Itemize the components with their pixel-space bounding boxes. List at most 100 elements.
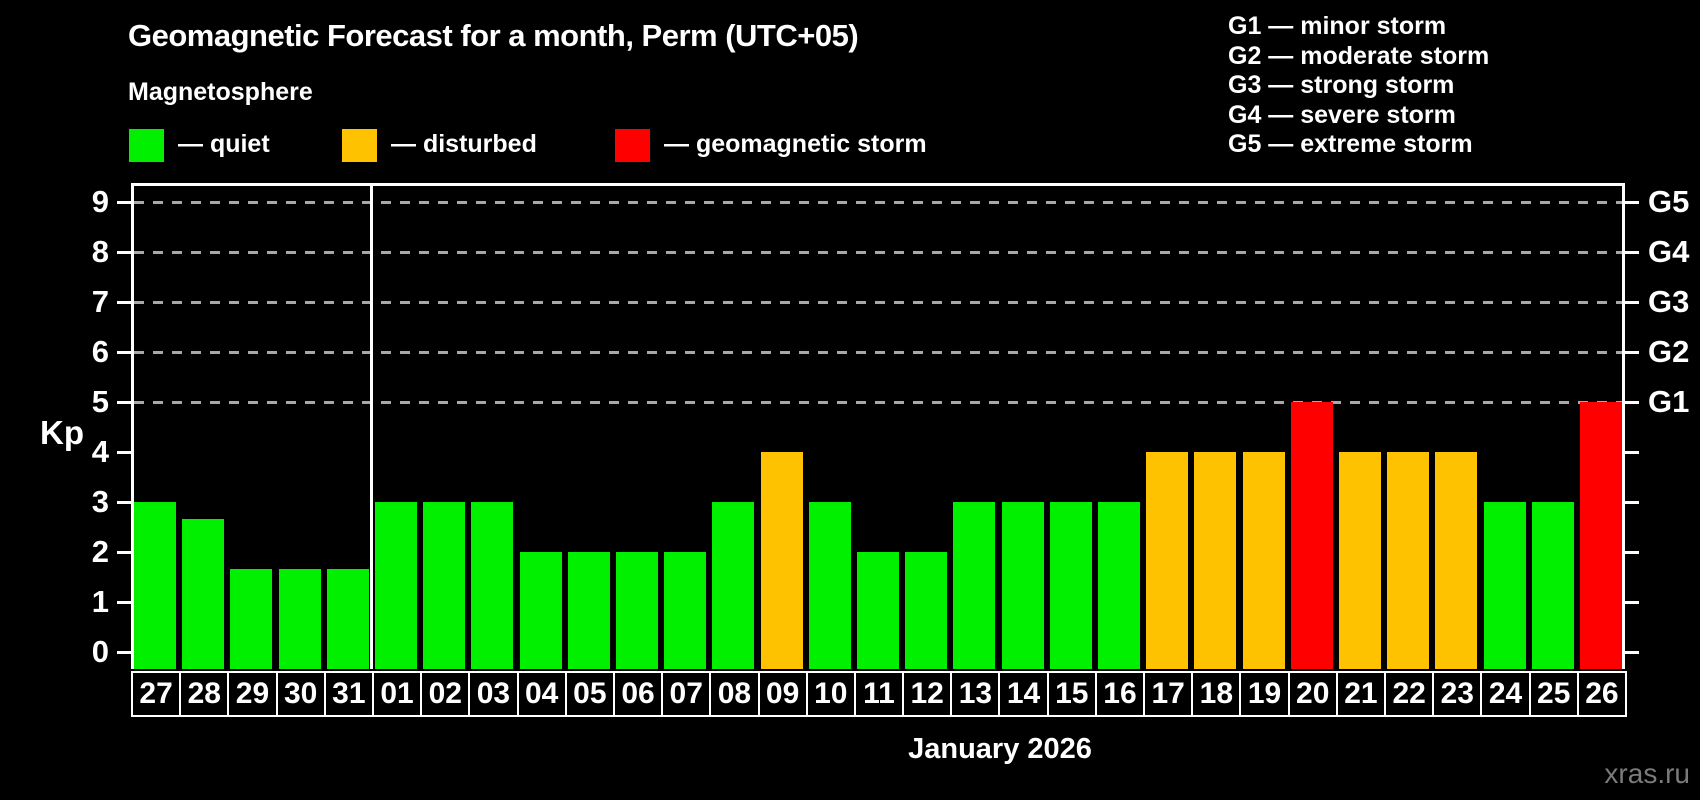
day-label-cell-27: 27 <box>131 671 182 717</box>
day-label-cell-01: 01 <box>371 671 423 717</box>
kp-bar-day-07 <box>664 552 707 669</box>
storm-color-swatch <box>615 129 650 162</box>
kp-bar-day-09 <box>760 452 803 669</box>
y-axis-label-3: 3 <box>91 484 109 519</box>
month-separator-line <box>370 186 374 669</box>
y-axis-label-5: 5 <box>91 384 109 419</box>
kp-bar-day-17 <box>1146 452 1189 669</box>
day-label-cell-02: 02 <box>420 671 471 717</box>
left-axis-tick-4 <box>117 450 131 454</box>
kp-bar-day-21 <box>1338 452 1381 669</box>
g3-legend-line: G3 — strong storm <box>1228 71 1455 100</box>
kp-bar-day-02 <box>423 502 466 669</box>
g4-legend-line: G4 — severe storm <box>1228 100 1456 129</box>
left-axis-tick-1 <box>117 600 131 604</box>
kp-bar-day-24 <box>1483 502 1526 669</box>
quiet-color-swatch <box>129 129 164 162</box>
left-axis-tick-8 <box>117 250 131 254</box>
day-label-cell-08: 08 <box>709 671 760 717</box>
day-label-cell-11: 11 <box>853 671 905 717</box>
right-axis-tick-5 <box>1625 400 1639 404</box>
gridline-kp-5 <box>134 401 1622 404</box>
kp-bar-day-11 <box>857 552 899 669</box>
g5-legend-line: G5 — extreme storm <box>1228 130 1473 159</box>
kp-bar-day-14 <box>1001 502 1044 669</box>
y-axis-label-7: 7 <box>91 284 109 319</box>
kp-bar-day-22 <box>1387 452 1430 669</box>
day-label-cell-12: 12 <box>902 671 953 717</box>
day-label-cell-20: 20 <box>1287 671 1338 717</box>
kp-bar-plot-area <box>131 183 1625 669</box>
kp-bar-day-12 <box>905 552 948 669</box>
kp-bar-day-20 <box>1290 402 1333 669</box>
day-label-cell-19: 19 <box>1239 671 1290 717</box>
disturbed-color-swatch <box>342 129 377 162</box>
left-axis-tick-5 <box>117 400 131 404</box>
day-label-cell-21: 21 <box>1335 671 1387 717</box>
day-label-cell-23: 23 <box>1432 671 1483 717</box>
right-axis-tick-1 <box>1625 600 1639 604</box>
kp-bar-day-28 <box>182 518 225 669</box>
left-axis-tick-3 <box>117 500 131 504</box>
right-axis-tick-3 <box>1625 500 1639 504</box>
gridline-kp-7 <box>134 301 1622 304</box>
kp-bar-day-08 <box>712 502 755 669</box>
magnetosphere-label: Magnetosphere <box>128 78 313 106</box>
g-axis-label-G4: G4 <box>1648 234 1690 269</box>
left-axis-tick-2 <box>117 550 131 554</box>
gridline-kp-6 <box>134 351 1622 354</box>
kp-bar-day-26 <box>1579 402 1622 669</box>
day-label-cell-10: 10 <box>805 671 856 717</box>
month-label: January 2026 <box>908 733 1092 765</box>
kp-bar-day-10 <box>808 502 851 669</box>
g-axis-label-G2: G2 <box>1648 334 1690 369</box>
kp-bar-day-29 <box>230 568 273 669</box>
g-axis-label-G3: G3 <box>1648 284 1690 319</box>
right-axis-tick-6 <box>1625 350 1639 354</box>
y-axis-label-4: 4 <box>91 434 109 469</box>
kp-bar-day-05 <box>567 552 610 669</box>
g-scale-legend: G1 — minor storm G2 — moderate storm G3 … <box>1228 12 1489 160</box>
y-axis-label-1: 1 <box>91 584 109 619</box>
kp-bar-day-23 <box>1435 452 1478 669</box>
left-axis-tick-0 <box>117 650 131 654</box>
page-title: Geomagnetic Forecast for a month, Perm (… <box>128 18 859 53</box>
left-axis-tick-7 <box>117 300 131 304</box>
plot-layers <box>131 183 1625 669</box>
kp-bar-day-19 <box>1242 452 1285 669</box>
kp-bar-day-03 <box>471 502 514 669</box>
legend-label-quiet: — quiet <box>178 130 270 158</box>
kp-bar-day-06 <box>616 552 659 669</box>
day-label-cell-24: 24 <box>1480 671 1531 717</box>
day-label-cell-07: 07 <box>661 671 712 717</box>
day-label-cell-06: 06 <box>612 671 664 717</box>
day-label-cell-09: 09 <box>757 671 808 717</box>
legend-label-disturbed: — disturbed <box>391 130 537 158</box>
day-label-cell-26: 26 <box>1576 671 1627 717</box>
right-axis-tick-2 <box>1625 550 1639 554</box>
kp-bar-day-01 <box>375 502 418 669</box>
g-axis-label-G5: G5 <box>1648 184 1690 219</box>
kp-bar-day-30 <box>278 568 321 669</box>
day-label-cell-31: 31 <box>323 671 374 717</box>
kp-bar-day-13 <box>953 502 996 669</box>
right-axis-tick-8 <box>1625 250 1639 254</box>
kp-bar-day-25 <box>1531 502 1574 669</box>
y-axis-label-8: 8 <box>91 234 109 269</box>
gridline-kp-8 <box>134 251 1622 254</box>
day-label-cell-28: 28 <box>179 671 230 717</box>
kp-bar-day-18 <box>1194 452 1237 669</box>
y-axis-label-0: 0 <box>91 634 109 669</box>
day-label-cell-04: 04 <box>516 671 567 717</box>
y-axis-label-6: 6 <box>91 334 109 369</box>
right-axis-tick-7 <box>1625 300 1639 304</box>
day-label-cell-16: 16 <box>1094 671 1146 717</box>
right-axis-tick-4 <box>1625 450 1639 454</box>
left-axis-tick-6 <box>117 350 131 354</box>
right-axis-tick-0 <box>1625 650 1639 654</box>
g-axis-label-G1: G1 <box>1648 384 1690 419</box>
day-label-cell-17: 17 <box>1143 671 1194 717</box>
kp-bar-day-15 <box>1049 502 1092 669</box>
kp-bar-day-16 <box>1097 502 1140 669</box>
